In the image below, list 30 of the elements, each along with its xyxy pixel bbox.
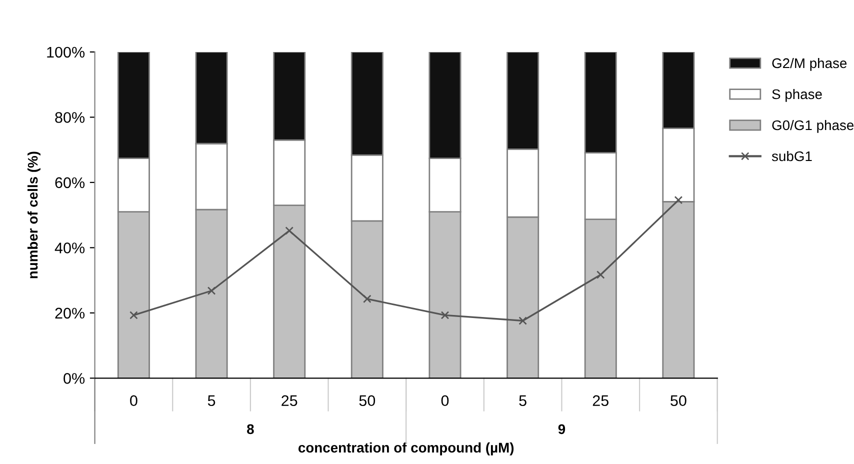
y-tick-label: 0% bbox=[64, 373, 85, 384]
point bbox=[440, 311, 450, 320]
x-tick-label: 0 bbox=[130, 395, 138, 406]
y-tick-label: 40% bbox=[54, 242, 85, 254]
point bbox=[596, 270, 605, 279]
legend-label: S phase bbox=[772, 88, 822, 102]
x-tick-label: 50 bbox=[359, 395, 376, 406]
point bbox=[285, 226, 294, 235]
x-tick-label: 25 bbox=[592, 395, 608, 406]
y-tick-label: 20% bbox=[55, 308, 85, 319]
text: 9 bbox=[558, 424, 566, 434]
point bbox=[130, 311, 138, 320]
legend-label: subG1 bbox=[772, 150, 812, 162]
y-tick-label: 60% bbox=[55, 177, 85, 188]
y-tick-label: 80% bbox=[55, 112, 85, 123]
legend-label: G0/G1 phase bbox=[772, 120, 854, 133]
point bbox=[674, 196, 683, 204]
x-tick-label: 0 bbox=[441, 395, 449, 406]
point bbox=[207, 286, 216, 295]
y-axis-title: number of cells (%) bbox=[27, 152, 40, 278]
legend-label: G2/M phase bbox=[772, 58, 847, 71]
text: 8 bbox=[247, 424, 254, 434]
x-tick-label: 50 bbox=[670, 395, 686, 406]
x-axis-title: concentration of compound (µM) bbox=[298, 442, 514, 456]
x-tick-label: 25 bbox=[282, 395, 298, 406]
y-tick-label: 100% bbox=[47, 46, 85, 58]
point bbox=[518, 316, 527, 325]
x-tick-label: 5 bbox=[519, 395, 526, 406]
x-tick-label: 5 bbox=[208, 395, 216, 406]
point bbox=[363, 294, 372, 304]
